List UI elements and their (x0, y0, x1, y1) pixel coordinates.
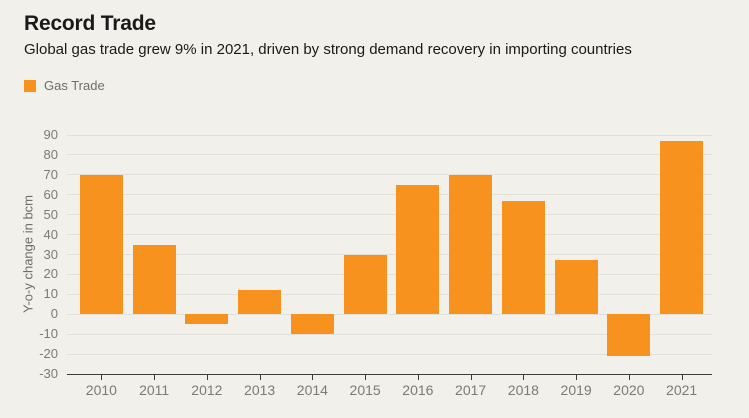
plot-area (67, 134, 712, 375)
x-tick-mark (681, 375, 683, 380)
x-tick-mark (523, 375, 525, 380)
gridline (67, 234, 712, 236)
x-tick-label: 2012 (191, 382, 223, 398)
x-tick-mark (365, 375, 367, 380)
gridline (67, 194, 712, 196)
x-tick-label: 2020 (613, 382, 645, 398)
bar-2010 (79, 174, 123, 315)
x-tick-label: 2015 (349, 382, 381, 398)
legend-swatch-icon (24, 79, 36, 92)
x-tick-label: 2017 (455, 382, 487, 398)
bar-2018 (501, 200, 545, 315)
legend: Gas Trade (24, 78, 105, 93)
x-tick-label: 2010 (85, 382, 117, 398)
x-tick-mark (576, 375, 578, 380)
gridline (67, 214, 712, 216)
x-tick-mark (101, 375, 103, 380)
x-tick-mark (628, 375, 630, 380)
gridline (67, 154, 712, 156)
y-tick-label: 90 (43, 127, 58, 142)
y-tick-label: 50 (43, 206, 58, 222)
x-tick-mark (470, 375, 472, 380)
bar-2015 (343, 254, 387, 315)
gridline (67, 313, 712, 315)
gridline (67, 273, 712, 275)
x-tick-label: 2014 (296, 382, 328, 398)
y-tick-label: -20 (39, 346, 58, 362)
bar-2019 (554, 260, 598, 315)
y-tick-label: 30 (43, 246, 58, 262)
y-tick-label: 0 (50, 306, 58, 322)
x-tick-label: 2019 (560, 382, 592, 398)
y-tick-label: 80 (43, 146, 58, 162)
x-tick-mark (417, 375, 419, 380)
x-tick-label: 2016 (402, 382, 434, 398)
x-tick-mark (154, 375, 156, 380)
x-tick-mark (206, 375, 208, 380)
chart-title: Record Trade (24, 12, 156, 35)
y-tick-label: 60 (43, 186, 58, 202)
y-tick-label: 20 (43, 266, 58, 282)
x-tick-label: 2013 (244, 382, 276, 398)
chart-subtitle: Global gas trade grew 9% in 2021, driven… (24, 41, 632, 58)
x-tick-label: 2018 (507, 382, 539, 398)
x-tick-label: 2021 (666, 382, 698, 398)
y-tick-label: 70 (43, 166, 58, 182)
y-tick-label: 40 (43, 226, 58, 242)
gridline (67, 293, 712, 295)
bar-2017 (449, 174, 493, 315)
gridline (67, 134, 712, 136)
gridline (67, 353, 712, 355)
bar-2011 (132, 244, 176, 315)
legend-label: Gas Trade (44, 78, 105, 93)
x-tick-label: 2011 (139, 382, 170, 398)
y-tick-label: -30 (39, 366, 58, 381)
gridline (67, 333, 712, 335)
bar-2021 (660, 140, 704, 315)
bar-2014 (290, 314, 334, 335)
gridline (67, 174, 712, 176)
x-tick-mark (312, 375, 314, 380)
bar-2020 (607, 314, 651, 357)
bar-2013 (238, 290, 282, 315)
x-tick-mark (259, 375, 261, 380)
y-tick-label: 10 (43, 286, 58, 302)
bar-2012 (185, 314, 229, 325)
gridline (67, 254, 712, 255)
bar-2016 (396, 184, 440, 315)
y-tick-label: -10 (39, 326, 58, 342)
